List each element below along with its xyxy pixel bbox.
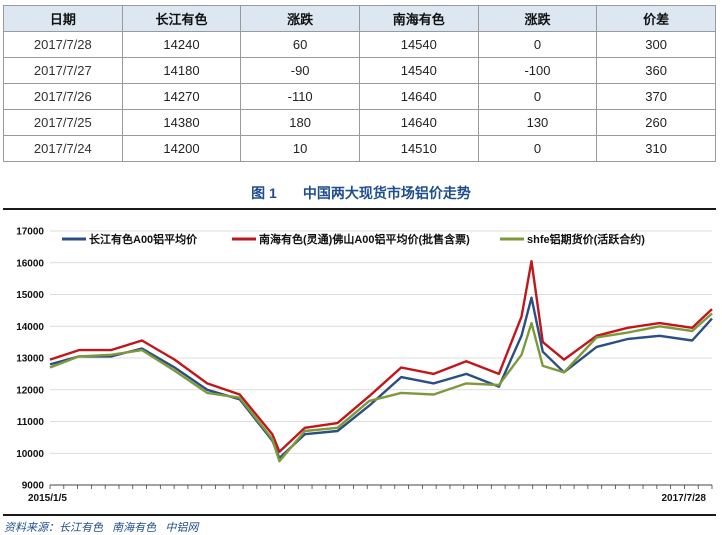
cell-change-1: 60	[240, 31, 360, 58]
cell-change-2: 0	[477, 83, 598, 110]
chart-series-lines	[49, 260, 713, 463]
y-tick-label: 9000	[22, 481, 45, 492]
header-date: 日期	[3, 5, 123, 32]
table-header-row: 日期 长江有色 涨跌 南海有色 涨跌 价差	[3, 5, 716, 32]
series-line-1	[49, 296, 713, 460]
cell-nanhai: 14540	[358, 57, 479, 84]
cell-date: 2017/7/28	[3, 31, 123, 58]
header-spread: 价差	[596, 5, 716, 32]
series-line-3	[49, 312, 713, 463]
cell-changjiang: 14200	[121, 135, 242, 162]
chart-legend: 长江有色A00铝平均价 南海有色(灵通)佛山A00铝平均价(批售含票) shfe铝期…	[62, 232, 645, 246]
price-table: 日期 长江有色 涨跌 南海有色 涨跌 价差 2017/7/28 14240 60…	[3, 5, 716, 162]
figure-title-text: 中国两大现货市场铝价走势	[302, 185, 471, 201]
x-axis: 2015/1/5 2017/7/28	[28, 484, 713, 504]
price-line-chart: 9000 10000 11000 12000 13000 14000 15000 16000 1…	[16, 227, 713, 504]
x-tick-label-start: 2015/1/5	[28, 493, 67, 504]
cell-date: 2017/7/26	[3, 83, 123, 110]
table-row: 2017/7/27 14180 -90 14540 -100 360	[3, 57, 716, 84]
table-row: 2017/7/25 14380 180 14640 130 260	[3, 109, 716, 136]
figure-number: 图 1	[251, 185, 277, 201]
cell-changjiang: 14180	[121, 57, 242, 84]
cell-date: 2017/7/25	[3, 109, 123, 136]
legend-label-1: 长江有色A00铝平均价	[89, 232, 198, 246]
cell-change-1: 10	[240, 135, 360, 162]
cell-nanhai: 14510	[358, 135, 479, 162]
table-row: 2017/7/26 14270 -110 14640 0 370	[3, 83, 716, 110]
cell-change-2: -100	[477, 57, 598, 84]
cell-nanhai: 14640	[358, 109, 479, 136]
table-row: 2017/7/28 14240 60 14540 0 300	[3, 31, 716, 58]
header-change-2: 涨跌	[477, 5, 598, 32]
cell-date: 2017/7/24	[3, 135, 123, 162]
figure-title: 图 1 中国两大现货市场铝价走势	[0, 183, 722, 203]
chart-grid	[50, 230, 712, 486]
cell-spread: 370	[596, 83, 716, 110]
series-line-2	[49, 260, 713, 453]
cell-spread: 300	[596, 31, 716, 58]
legend-label-3: shfe铝期货价(活跃合约)	[527, 232, 645, 246]
cell-spread: 310	[596, 135, 716, 162]
y-tick-label: 15000	[16, 290, 44, 301]
cell-date: 2017/7/27	[3, 57, 123, 84]
source-note: 资料来源：长江有色 南海有色 中铝网	[4, 522, 199, 534]
cell-changjiang: 14380	[121, 109, 242, 136]
y-tick-label: 14000	[16, 322, 44, 333]
y-tick-label: 13000	[16, 354, 44, 365]
cell-change-1: -90	[240, 57, 360, 84]
cell-spread: 260	[596, 109, 716, 136]
y-tick-label: 10000	[16, 449, 44, 460]
cell-changjiang: 14240	[121, 31, 242, 58]
header-nanhai: 南海有色	[358, 5, 479, 32]
header-changjiang: 长江有色	[121, 5, 242, 32]
y-tick-label: 11000	[17, 417, 45, 428]
cell-change-1: 180	[240, 109, 360, 136]
cell-change-1: -110	[240, 83, 360, 110]
cell-nanhai: 14540	[358, 31, 479, 58]
cell-change-2: 130	[477, 109, 598, 136]
y-tick-label: 16000	[16, 258, 44, 269]
header-change-1: 涨跌	[240, 5, 360, 32]
cell-nanhai: 14640	[358, 83, 479, 110]
y-tick-label: 17000	[16, 227, 44, 238]
table-row: 2017/7/24 14200 10 14510 0 310	[3, 135, 716, 162]
cell-change-2: 0	[477, 31, 598, 58]
cell-spread: 360	[596, 57, 716, 84]
legend-label-2: 南海有色(灵通)佛山A00铝平均价(批售含票)	[259, 232, 470, 246]
top-rule	[3, 208, 716, 210]
cell-change-2: 0	[477, 135, 598, 162]
bottom-rule	[3, 514, 716, 516]
y-tick-label: 12000	[16, 385, 44, 396]
x-tick-label-end: 2017/7/28	[662, 493, 707, 504]
cell-changjiang: 14270	[121, 83, 242, 110]
y-axis: 9000 10000 11000 12000 13000 14000 15000 16000 1…	[16, 227, 44, 492]
